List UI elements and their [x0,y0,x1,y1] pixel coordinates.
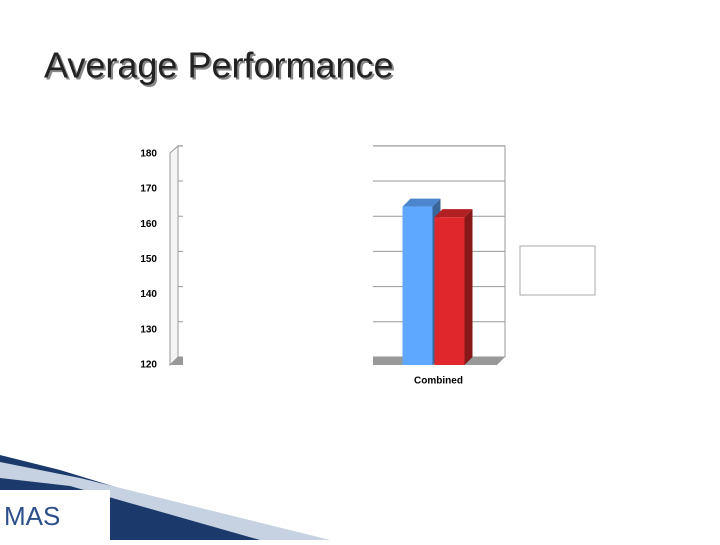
bar-top [434,209,473,218]
title-shadow: Average Performance [46,47,396,88]
y-tick-label: 140 [140,289,157,300]
y-tick-label: 120 [140,360,157,371]
bar [434,217,465,365]
y-tick-label: 130 [140,324,157,335]
y-tick-label: 160 [140,219,157,230]
logo: MAS [4,501,60,531]
slide-title: Average Performance [44,45,394,86]
side-wall [169,144,179,367]
legend [519,245,596,296]
bar [402,206,433,365]
y-tick-label: 170 [140,184,157,195]
logo-box [0,490,110,540]
y-tick-label: 150 [140,254,157,265]
mask-box [183,143,373,385]
bar-side [464,209,473,365]
swoosh-light [0,462,330,540]
y-tick-label: 180 [140,148,157,159]
bar-top [402,198,441,207]
x-tick-label: Combined [414,376,463,387]
